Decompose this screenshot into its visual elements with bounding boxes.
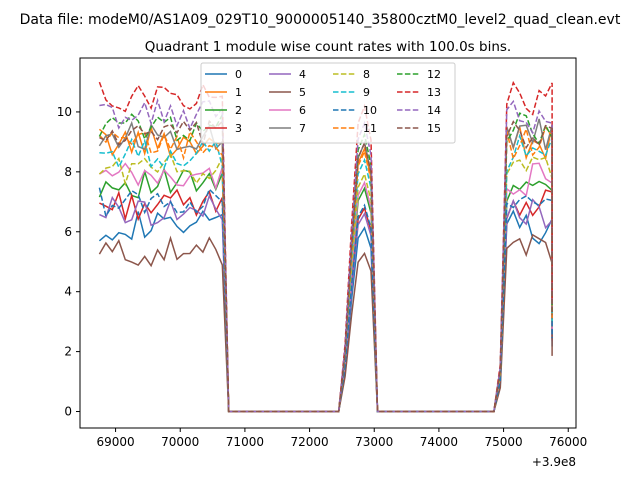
x-offset-label: +3.9e8 xyxy=(532,455,576,469)
x-tick-label: 70000 xyxy=(161,435,199,449)
legend-label-5: 5 xyxy=(299,86,306,99)
x-tick-label: 76000 xyxy=(549,435,587,449)
legend-label-8: 8 xyxy=(363,68,370,81)
legend-label-10: 10 xyxy=(363,104,377,117)
x-tick-label: 73000 xyxy=(355,435,393,449)
legend-label-14: 14 xyxy=(427,104,441,117)
y-tick-label: 4 xyxy=(64,285,72,299)
plot-area xyxy=(79,57,577,429)
axes-frame xyxy=(79,57,577,429)
legend-label-11: 11 xyxy=(363,122,377,135)
legend-label-0: 0 xyxy=(235,68,242,81)
x-tick-label: 75000 xyxy=(484,435,522,449)
legend-label-15: 15 xyxy=(427,122,441,135)
x-tick-label: 71000 xyxy=(226,435,264,449)
legend-label-3: 3 xyxy=(235,122,242,135)
x-tick-label: 69000 xyxy=(96,435,134,449)
legend-label-13: 13 xyxy=(427,86,441,99)
series-line-15 xyxy=(99,119,553,413)
series-line-9 xyxy=(99,133,553,413)
y-tick-label: 8 xyxy=(64,165,72,179)
x-axis: 69000 70000 71000 72000 73000 74000 75000 76000 xyxy=(96,428,587,449)
series-line-5 xyxy=(98,233,553,413)
legend-label-1: 1 xyxy=(235,86,242,99)
y-tick-label: 6 xyxy=(64,225,72,239)
legend-label-6: 6 xyxy=(299,104,306,117)
y-axis: 0 2 4 6 8 10 xyxy=(57,105,80,419)
legend-label-4: 4 xyxy=(299,68,306,81)
suptitle: Data file: modeM0/AS1A09_029T10_90000051… xyxy=(20,12,621,28)
series-layer xyxy=(98,80,553,413)
x-tick-label: 72000 xyxy=(290,435,328,449)
y-tick-label: 0 xyxy=(64,405,72,419)
legend-label-9: 9 xyxy=(363,86,370,99)
legend-label-12: 12 xyxy=(427,68,441,81)
chart-title: Quadrant 1 module wise count rates with … xyxy=(145,39,511,55)
legend-frame xyxy=(200,62,456,144)
legend-label-7: 7 xyxy=(299,122,306,135)
y-tick-label: 10 xyxy=(57,105,72,119)
y-tick-label: 2 xyxy=(64,345,72,359)
legend-label-2: 2 xyxy=(235,104,242,117)
x-tick-label: 74000 xyxy=(420,435,458,449)
series-line-10 xyxy=(98,187,553,413)
